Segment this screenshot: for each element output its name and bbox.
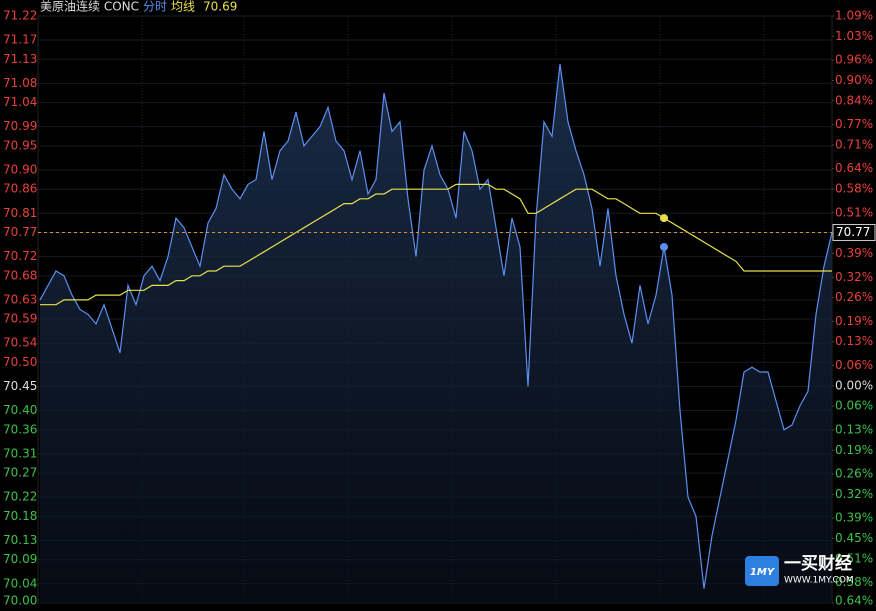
y-tick-label: 70.00 xyxy=(3,594,37,608)
y2-tick-label: 0.84% xyxy=(835,93,873,107)
y2-tick-label: 0.90% xyxy=(835,73,873,87)
last-price-box xyxy=(832,224,876,242)
y-tick-label: 70.45 xyxy=(3,379,37,393)
y-tick-label: 70.72 xyxy=(3,249,37,263)
y2-tick-label: 0.39% xyxy=(835,511,873,525)
watermark: 1MY 一买财经 WWW.1MY.COM xyxy=(745,553,854,586)
y-tick-label: 71.04 xyxy=(3,95,37,109)
y-tick-label: 70.99 xyxy=(3,119,37,133)
chart-title: 美原油连续 CONC xyxy=(40,0,139,14)
y2-tick-label: 0.45% xyxy=(835,531,873,545)
y2-tick-label: 0.58% xyxy=(835,182,873,196)
y-tick-label: 70.63 xyxy=(3,292,37,306)
y-tick-label: 70.27 xyxy=(3,466,37,480)
y-tick-label: 71.17 xyxy=(3,33,37,47)
y-tick-label: 70.50 xyxy=(3,355,37,369)
y2-tick-label: 0.77% xyxy=(835,117,873,131)
y2-tick-label: 1.03% xyxy=(835,29,873,43)
y2-tick-label: 0.71% xyxy=(835,137,873,151)
y-tick-label: 70.04 xyxy=(3,576,37,590)
y-tick-label: 70.86 xyxy=(3,182,37,196)
mode-label: 分时 xyxy=(143,0,167,14)
watermark-name: 一买财经 xyxy=(784,553,852,574)
avg-value: 70.69 xyxy=(203,0,237,14)
y-tick-label: 70.22 xyxy=(3,490,37,504)
y-tick-label: 70.31 xyxy=(3,446,37,460)
y2-tick-label: 0.00% xyxy=(835,378,873,392)
y-tick-label: 71.22 xyxy=(3,9,37,23)
cursor-dot xyxy=(660,242,668,251)
y2-tick-label: 0.19% xyxy=(835,314,873,328)
watermark-logo-text: 1MY xyxy=(750,567,776,578)
y-tick-label: 70.90 xyxy=(3,162,37,176)
y2-tick-label: 0.39% xyxy=(835,246,873,260)
avg-label: 均线 xyxy=(171,0,195,14)
y-tick-label: 71.08 xyxy=(3,76,37,90)
y2-tick-label: 0.13% xyxy=(835,334,873,348)
cursor-dot xyxy=(660,214,668,223)
y2-tick-label: 0.19% xyxy=(835,443,873,457)
y2-tick-label: 0.32% xyxy=(835,270,873,284)
y-tick-label: 70.18 xyxy=(3,509,37,523)
watermark-logo xyxy=(745,556,779,586)
y2-tick-label: 0.06% xyxy=(835,399,873,413)
y2-tick-label: 0.51% xyxy=(835,551,873,565)
y-tick-label: 70.09 xyxy=(3,552,37,566)
y-tick-label: 70.68 xyxy=(3,268,37,282)
y2-tick-label: 0.26% xyxy=(835,290,873,304)
y-tick-label: 70.13 xyxy=(3,533,37,547)
price-area xyxy=(40,64,832,604)
y-tick-label: 70.36 xyxy=(3,422,37,436)
y2-tick-label: 0.58% xyxy=(835,575,873,589)
watermark-site: WWW.1MY.COM xyxy=(784,576,854,586)
y2-tick-label: 0.26% xyxy=(835,467,873,481)
avg-line xyxy=(40,183,832,306)
y2-tick-label: 1.09% xyxy=(835,9,873,23)
y-tick-label: 70.40 xyxy=(3,403,37,417)
y2-tick-label: 0.96% xyxy=(835,53,873,67)
y-tick-label: 70.54 xyxy=(3,336,37,350)
y-tick-label: 70.59 xyxy=(3,312,37,326)
y2-tick-label: 0.06% xyxy=(835,358,873,372)
y2-tick-label: 0.51% xyxy=(835,205,873,219)
y2-tick-label: 0.64% xyxy=(835,594,873,608)
y2-tick-label: 0.64% xyxy=(835,161,873,175)
price-line xyxy=(39,64,833,589)
y-tick-label: 71.13 xyxy=(3,52,37,66)
y2-tick-label: 0.13% xyxy=(835,422,873,436)
y-tick-label: 70.95 xyxy=(3,138,37,152)
y-tick-label: 70.81 xyxy=(3,206,37,220)
y2-tick-label: 0.32% xyxy=(835,487,873,501)
y-tick-label: 70.77 xyxy=(3,225,37,239)
last-price-label: 70.77 xyxy=(836,225,870,239)
